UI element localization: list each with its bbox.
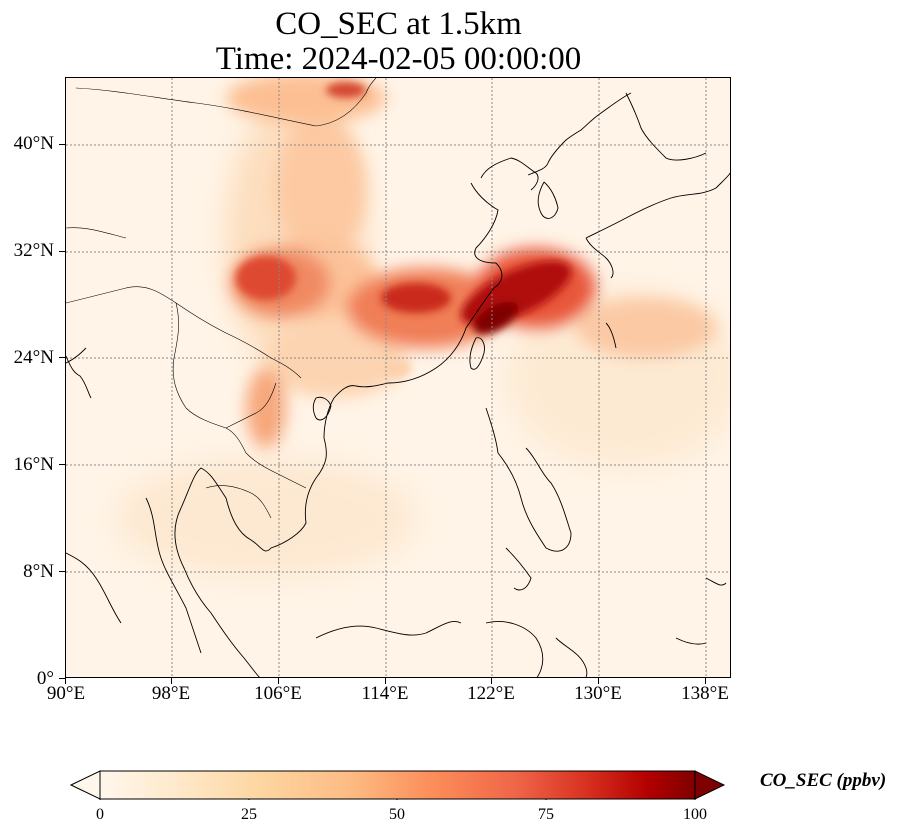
lon-tick-130e: 130°E	[574, 683, 622, 704]
lon-tick-mark	[705, 678, 706, 684]
lon-tick-106e: 106°E	[254, 683, 302, 704]
colorbar-tick-25: 25	[241, 806, 257, 823]
lat-tick-mark	[59, 464, 65, 465]
colorbar-extend-max	[694, 770, 726, 800]
colorbar-tick-75: 75	[538, 806, 554, 823]
plume-pearl-river	[381, 358, 411, 378]
chart-title-line1: CO_SEC at 1.5km	[275, 6, 522, 42]
plume-vietnam	[246, 368, 286, 448]
lat-tick-mark	[59, 571, 65, 572]
lat-tick-0: 0°	[36, 668, 54, 689]
lon-tick-mark	[598, 678, 599, 684]
lat-tick-24n: 24°N	[13, 347, 54, 368]
lon-tick-mark	[65, 678, 66, 684]
lon-tick-mark	[385, 678, 386, 684]
lon-tick-mark	[278, 678, 279, 684]
plume-highest-north	[326, 82, 366, 98]
plume-far-east	[576, 298, 716, 358]
plume-north-column	[276, 118, 366, 258]
lat-tick-40n: 40°N	[13, 133, 54, 154]
colorbar-tick-50: 50	[389, 806, 405, 823]
colorbar-tick-100: 100	[683, 806, 707, 823]
country-borders	[66, 78, 377, 519]
colorbar-gradient	[100, 771, 695, 799]
colorbar-label: CO_SEC (ppbv)	[760, 770, 887, 791]
lon-tick-mark	[171, 678, 172, 684]
plume-north-top	[226, 78, 386, 123]
lon-tick-122e: 122°E	[467, 683, 515, 704]
lat-tick-mark	[59, 678, 65, 679]
lat-tick-8n: 8°N	[23, 561, 54, 582]
map-panel	[65, 77, 731, 678]
plume-background-south	[116, 458, 416, 578]
colorbar-tick-0: 0	[96, 806, 104, 823]
lon-tick-138e: 138°E	[681, 683, 729, 704]
lon-tick-90e: 90°E	[46, 683, 86, 704]
map-canvas	[66, 78, 730, 677]
plume-max-core	[473, 301, 519, 335]
lat-tick-16n: 16°N	[13, 454, 54, 475]
plume-central-core	[381, 283, 451, 313]
gridlines	[66, 78, 730, 677]
chart-title-line2: Time: 2024-02-05 00:00:00	[215, 41, 582, 77]
colorbar-extend-min	[70, 770, 101, 800]
coastlines	[66, 92, 730, 677]
colorbar	[70, 770, 726, 800]
plume-west-core	[236, 256, 296, 300]
lon-tick-114e: 114°E	[361, 683, 409, 704]
lat-tick-mark	[59, 144, 65, 145]
lon-tick-mark	[491, 678, 492, 684]
co-concentration-field	[116, 78, 730, 578]
lat-tick-32n: 32°N	[13, 240, 54, 261]
lon-tick-98e: 98°E	[151, 683, 191, 704]
lat-tick-mark	[59, 251, 65, 252]
lat-tick-mark	[59, 357, 65, 358]
